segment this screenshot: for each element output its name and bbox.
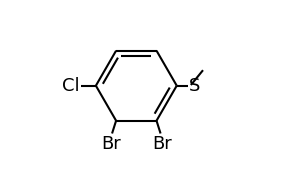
Text: Cl: Cl — [62, 77, 80, 95]
Text: Br: Br — [101, 135, 121, 153]
Text: Br: Br — [152, 135, 172, 153]
Text: S: S — [189, 77, 200, 95]
